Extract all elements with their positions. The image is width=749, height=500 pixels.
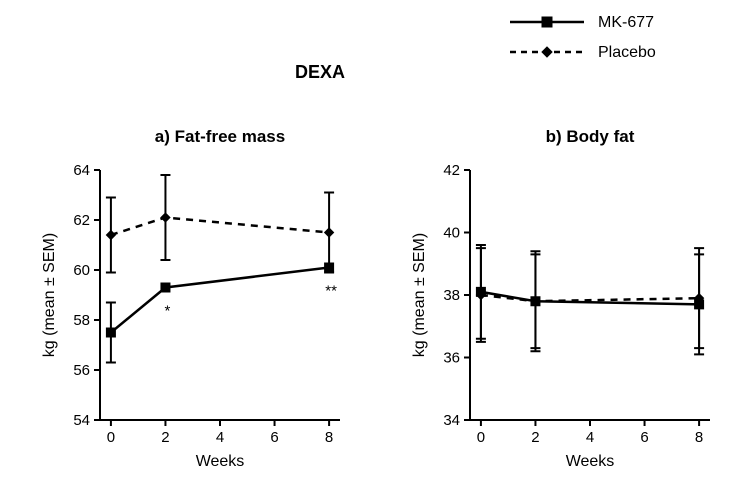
significance-annotation: ** — [325, 283, 337, 300]
x-tick-label: 4 — [586, 429, 594, 446]
significance-annotation: * — [165, 303, 171, 320]
x-tick-label: 0 — [477, 429, 485, 446]
x-tick-label: 6 — [640, 429, 648, 446]
x-tick-label: 0 — [107, 429, 115, 446]
x-axis-label: Weeks — [566, 453, 615, 470]
series-marker-mk677 — [106, 328, 115, 337]
y-tick-label: 56 — [73, 362, 90, 379]
y-axis-label: kg (mean ± SEM) — [41, 233, 58, 357]
x-axis-label: Weeks — [196, 453, 245, 470]
series-line-placebo — [111, 218, 329, 236]
y-axis-label: kg (mean ± SEM) — [411, 233, 428, 357]
series-marker-placebo — [106, 231, 115, 240]
legend-label-placebo: Placebo — [598, 44, 656, 61]
y-tick-label: 58 — [73, 312, 90, 329]
x-tick-label: 6 — [270, 429, 278, 446]
y-tick-label: 60 — [73, 262, 90, 279]
x-tick-label: 2 — [531, 429, 539, 446]
dexa-figure: MK-677 Placebo DEXA a) Fat-free mass 54 56 58 6… — [0, 0, 749, 500]
y-tick-label: 38 — [443, 287, 460, 304]
series-marker-placebo — [325, 228, 334, 237]
x-tick-label: 4 — [216, 429, 224, 446]
y-tick-label: 42 — [443, 162, 460, 179]
y-tick-label: 54 — [73, 412, 90, 429]
panel-title: b) Body fat — [546, 127, 635, 146]
series-marker-mk677 — [161, 283, 170, 292]
legend-label-mk-677: MK-677 — [598, 14, 654, 31]
y-tick-label: 36 — [443, 350, 460, 367]
y-tick-label: 34 — [443, 412, 460, 429]
panel-title: a) Fat-free mass — [155, 127, 285, 146]
y-tick-label: 64 — [73, 162, 90, 179]
series-line-placebo — [481, 295, 699, 301]
x-tick-label: 8 — [695, 429, 703, 446]
y-tick-label: 62 — [73, 212, 90, 229]
x-tick-label: 8 — [325, 429, 333, 446]
main-title: DEXA — [295, 62, 345, 82]
x-tick-label: 2 — [161, 429, 169, 446]
series-line-mk677 — [111, 268, 329, 333]
series-marker-placebo — [161, 213, 170, 222]
y-tick-label: 40 — [443, 225, 460, 242]
